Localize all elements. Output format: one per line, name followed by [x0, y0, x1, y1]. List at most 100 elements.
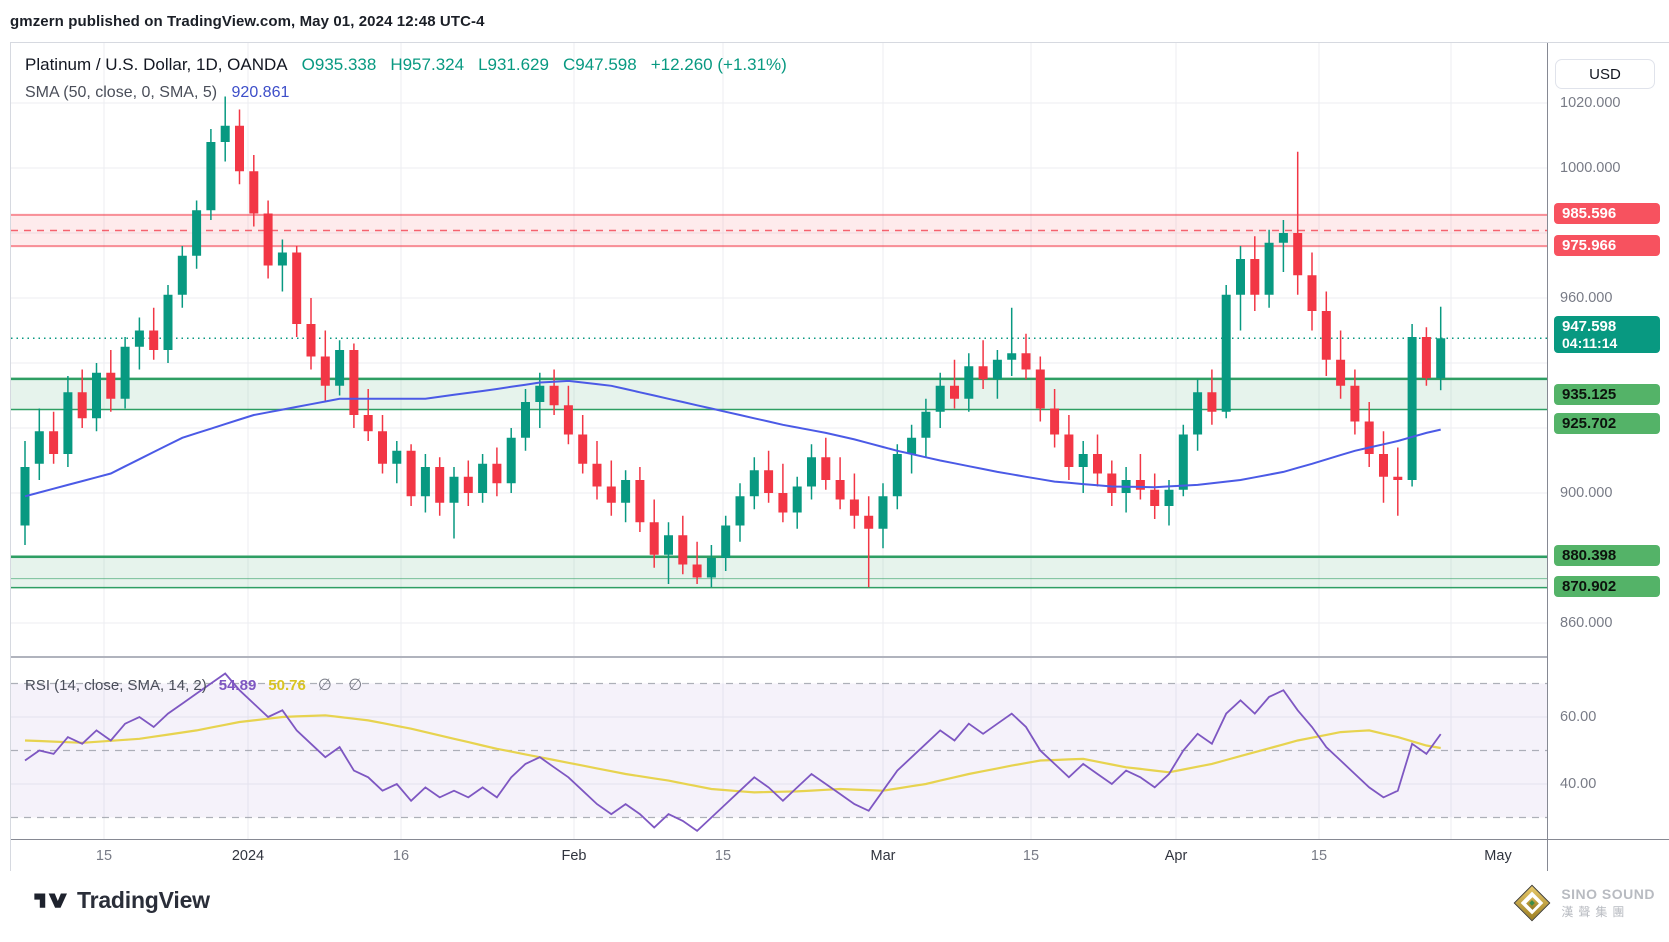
- time-axis[interactable]: 15 2024 16 Feb 15 Mar 15 Apr 15 May: [11, 839, 1547, 871]
- candle-body: [49, 431, 59, 454]
- candle-body: [621, 480, 631, 503]
- candle-body: [821, 457, 831, 480]
- candle-body: [1236, 259, 1245, 295]
- price-badge-green: 925.702: [1554, 412, 1660, 434]
- candle-body: [563, 405, 573, 435]
- sma-label: SMA (50, close, 0, SMA, 5): [25, 84, 218, 101]
- candle-body: [120, 346, 130, 399]
- candle-body: [1393, 476, 1403, 480]
- chart-canvas[interactable]: Platinum / U.S. Dollar, 1D, OANDA O935.3…: [11, 43, 1547, 839]
- candle-body: [392, 450, 402, 464]
- sino-sound-watermark[interactable]: SINO SOUND 漢聲集團: [1512, 883, 1655, 923]
- candle-body: [549, 385, 559, 406]
- price-axis-label: 1000.000: [1560, 160, 1621, 176]
- candle-body: [306, 324, 316, 357]
- candle-body: [1421, 337, 1431, 379]
- candle-body: [77, 392, 87, 419]
- symbol-title[interactable]: Platinum / U.S. Dollar, 1D, OANDA: [25, 55, 288, 74]
- time-axis-label: 15: [95, 848, 113, 864]
- candle-body: [63, 392, 73, 454]
- attribution-bar: gmzern published on TradingView.com, May…: [10, 0, 485, 42]
- time-axis-label: May: [1484, 848, 1512, 864]
- price-badge-green: 870.902: [1554, 576, 1660, 598]
- candle-body: [721, 525, 731, 558]
- candle-body: [149, 330, 159, 350]
- candle-body: [1379, 454, 1388, 477]
- candle-body: [506, 437, 516, 484]
- candle-body: [320, 356, 330, 386]
- high-value: H957.324: [390, 55, 465, 74]
- candle-body: [92, 372, 101, 419]
- candle-body: [1364, 421, 1374, 454]
- candle-body: [1178, 434, 1188, 490]
- candle-body: [378, 431, 387, 464]
- tradingview-logo[interactable]: TradingView: [33, 887, 210, 914]
- candle-body: [177, 255, 187, 295]
- candle-body: [478, 463, 488, 493]
- price-axis[interactable]: USD 1020.000 1000.000 960.000 900.000 860.00…: [1547, 43, 1669, 839]
- sma50-line: [24, 379, 1441, 498]
- candle-body: [1207, 392, 1217, 412]
- candle-body: [420, 467, 430, 497]
- time-axis-label: 16: [392, 848, 410, 864]
- candle-body: [535, 385, 545, 402]
- candle-body: [1221, 294, 1231, 412]
- price-badge-red: 975.966: [1554, 234, 1660, 256]
- candle-body: [1193, 392, 1203, 435]
- low-value: L931.629: [478, 55, 549, 74]
- candle-body: [835, 480, 845, 500]
- chart-svg[interactable]: [11, 43, 1547, 839]
- tradingview-logo-icon: [33, 888, 67, 914]
- candle-body: [220, 125, 230, 142]
- change-value: +12.260 (+1.31%): [650, 55, 787, 74]
- support-zone: [11, 556, 1547, 588]
- candle-body: [1278, 233, 1288, 243]
- candle-body: [649, 522, 659, 555]
- candle-body: [163, 294, 173, 350]
- candle-body: [678, 535, 688, 565]
- sino-sound-logo-icon: [1512, 883, 1552, 923]
- time-axis-label: 15: [1022, 848, 1040, 864]
- sino-sound-text: SINO SOUND 漢聲集團: [1561, 886, 1655, 920]
- symbol-legend-row: Platinum / U.S. Dollar, 1D, OANDA O935.3…: [25, 55, 787, 75]
- candle-body: [1250, 259, 1260, 295]
- axis-corner: [1547, 839, 1669, 871]
- rsi-axis-label: 60.00: [1560, 709, 1597, 725]
- candle-body: [277, 252, 287, 266]
- candle-body: [792, 486, 802, 513]
- candle-body: [1007, 353, 1017, 360]
- candle-body: [1107, 473, 1117, 493]
- time-axis-label: 15: [1310, 848, 1328, 864]
- candle-body: [706, 558, 716, 578]
- rsi-hidden-values-icon: ∅ ∅: [317, 677, 369, 694]
- candle-body: [921, 411, 931, 438]
- price-badge-red: 985.596: [1554, 203, 1660, 225]
- candle-body: [1321, 311, 1331, 360]
- candle-body: [849, 499, 859, 516]
- sma-value: 920.861: [231, 84, 290, 101]
- candle-body: [907, 437, 917, 454]
- candle-body: [235, 125, 244, 172]
- price-badge-green: 935.125: [1554, 384, 1660, 406]
- rsi-indicator-legend[interactable]: RSI (14, close, SMA, 14, 2) 54.89 50.76 …: [25, 675, 368, 695]
- candle-body: [692, 564, 702, 578]
- candle-body: [263, 213, 273, 266]
- open-value: O935.338: [301, 55, 377, 74]
- sino-sound-line2: 漢聲集團: [1561, 905, 1630, 919]
- candle-body: [1350, 385, 1360, 422]
- candle-body: [1436, 338, 1446, 379]
- candle-body: [206, 142, 216, 211]
- symbol-legend[interactable]: Platinum / U.S. Dollar, 1D, OANDA O935.3…: [25, 55, 787, 102]
- candle-body: [635, 480, 645, 523]
- candle-body: [192, 210, 202, 256]
- candle-body: [292, 252, 302, 324]
- rsi-line: [24, 672, 1442, 833]
- candle-body: [935, 385, 945, 412]
- close-value: C947.598: [562, 55, 637, 74]
- currency-toggle-button[interactable]: USD: [1555, 59, 1655, 89]
- candle-body: [864, 515, 874, 529]
- candle-body: [1164, 489, 1174, 506]
- candle-body: [1407, 337, 1417, 480]
- sma-indicator-legend[interactable]: SMA (50, close, 0, SMA, 5) 920.861: [25, 84, 787, 102]
